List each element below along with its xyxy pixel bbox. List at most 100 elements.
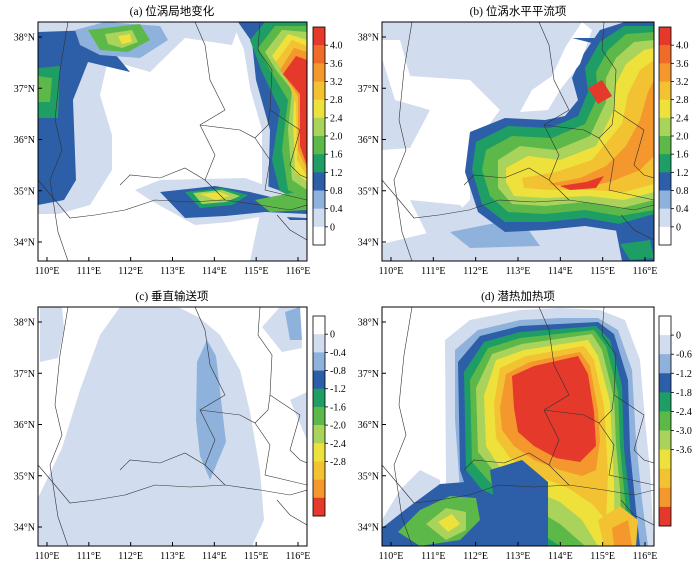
colorbar-label: 1.2 [676,168,689,179]
colorbar-swatch [313,99,325,119]
colorbar-swatch [659,316,671,336]
colorbar-swatch [659,468,671,489]
colorbar-swatch [313,461,325,480]
colorbar-swatch [659,172,671,191]
colorbar-swatch [659,487,671,508]
colorbar-swatch [659,45,671,64]
colorbar-swatch [313,352,325,371]
colorbar-swatch [659,63,671,82]
colorbar-swatch [659,117,671,137]
colorbar-swatch [313,316,325,335]
colorbar-label: 2.0 [330,132,343,143]
panel-b-contours [382,22,654,261]
panel-b-title: (b) 位涡水平平流项 [470,4,567,18]
colorbar-label: -0.6 [676,350,692,361]
colorbar-label: 0.8 [676,186,689,197]
x-tick-label: 115°E [244,266,269,277]
x-tick-label: 111°E [421,266,445,277]
colorbar-label: 0.8 [330,186,343,197]
colorbar-swatch [313,425,325,444]
y-tick-label: 35°N [14,471,35,482]
panel-c-borders [38,307,307,546]
colorbar-label: 0 [676,331,681,342]
colorbar-swatch [659,208,671,228]
panel-a-colorbar: 4.0 3.6 3.2 2.8 2.4 2.0 1.6 1.2 0.8 0.4 0 [312,26,343,246]
colorbar-label: 3.2 [676,77,689,88]
y-tick-label: 36°N [14,135,35,146]
colorbar-label: -1.2 [330,384,346,395]
colorbar-label: -2.8 [330,457,346,468]
x-tick-label: 111°E [421,551,445,562]
panel-a-borders [38,22,307,261]
panel-c-contours [38,307,307,546]
colorbar-label: -0.8 [330,366,346,377]
panel-a-title: (a) 位涡局地变化 [130,4,215,18]
colorbar-swatch [313,370,325,390]
x-tick-label: 115°E [244,551,269,562]
x-tick-label: 110°E [35,551,60,562]
colorbar-swatch [313,63,325,82]
colorbar-swatch [313,443,325,462]
panel-c-axes: 110°E 111°E 112°E 113°E 114°E 115°E 116°E 38°N 3… [14,318,311,563]
colorbar-swatch [313,334,325,353]
colorbar-label: 0.4 [676,204,689,215]
colorbar-swatch [659,373,671,393]
colorbar-label: 1.6 [330,150,343,161]
y-tick-label: 38°N [358,33,379,44]
panel-c: (c) 垂直输送项 110°E 111°E 112°E 113°E 114°E 115°E… [14,289,311,562]
colorbar-swatch [659,99,671,119]
y-tick-label: 37°N [358,369,379,380]
colorbar-swatch [659,154,671,173]
y-tick-label: 36°N [358,420,379,431]
colorbar-label: 2.8 [676,95,689,106]
x-tick-label: 112°E [118,266,143,277]
x-tick-label: 116°E [286,266,311,277]
colorbar-swatch [313,154,325,173]
y-tick-label: 35°N [14,186,35,197]
colorbar-swatch [659,27,671,46]
y-tick-label: 37°N [14,84,35,95]
x-tick-label: 110°E [379,266,404,277]
y-tick-label: 38°N [14,33,35,44]
colorbar-swatch [659,335,671,355]
panel-b-axes: 110°E 111°E 112°E 113°E 114°E 115°E 116°E 38°N 3… [358,33,658,278]
panel-d-borders [382,307,654,546]
colorbar-label: 0 [330,330,335,341]
x-tick-label: 113°E [160,551,185,562]
colorbar-label: 0 [330,222,335,233]
colorbar-swatch [659,449,671,470]
colorbar-label: 3.2 [330,77,343,88]
y-tick-label: 38°N [358,318,379,329]
colorbar-label: -1.8 [676,388,692,399]
x-tick-label: 116°E [286,551,311,562]
colorbar-label: -2.4 [330,439,346,450]
panel-a: (a) 位涡局地变化 [14,4,311,277]
x-tick-label: 113°E [506,266,531,277]
y-tick-label: 34°N [14,523,35,534]
colorbar-swatch [659,354,671,374]
colorbar-label: -2.0 [330,421,346,432]
x-tick-label: 113°E [506,551,531,562]
panel-d-colorbar: 0 -0.6 -1.2 -1.8 -2.4 -3.0 -3.6 [658,315,692,527]
colorbar-label: 2.4 [330,113,343,124]
colorbar-swatch [659,430,671,450]
x-tick-label: 111°E [77,266,101,277]
colorbar-swatch [659,136,671,155]
colorbar-label: -3.6 [676,445,692,456]
y-tick-label: 35°N [358,186,379,197]
colorbar-swatch [313,45,325,64]
colorbar-label: 1.6 [676,150,689,161]
colorbar-label: 2.0 [676,132,689,143]
y-tick-label: 34°N [358,238,379,249]
colorbar-swatch [659,190,671,209]
panel-d: (d) 潜热加热项 [358,289,658,562]
x-tick-label: 114°E [202,551,227,562]
colorbar-label: 2.4 [676,113,689,124]
colorbar-label: -3.0 [676,426,692,437]
x-tick-label: 115°E [590,551,615,562]
panel-d-axes: 110°E 111°E 112°E 113°E 114°E 115°E 116°E 38°N 3… [358,318,658,563]
colorbar-label: 4.0 [676,41,689,52]
colorbar-swatch [659,392,671,412]
